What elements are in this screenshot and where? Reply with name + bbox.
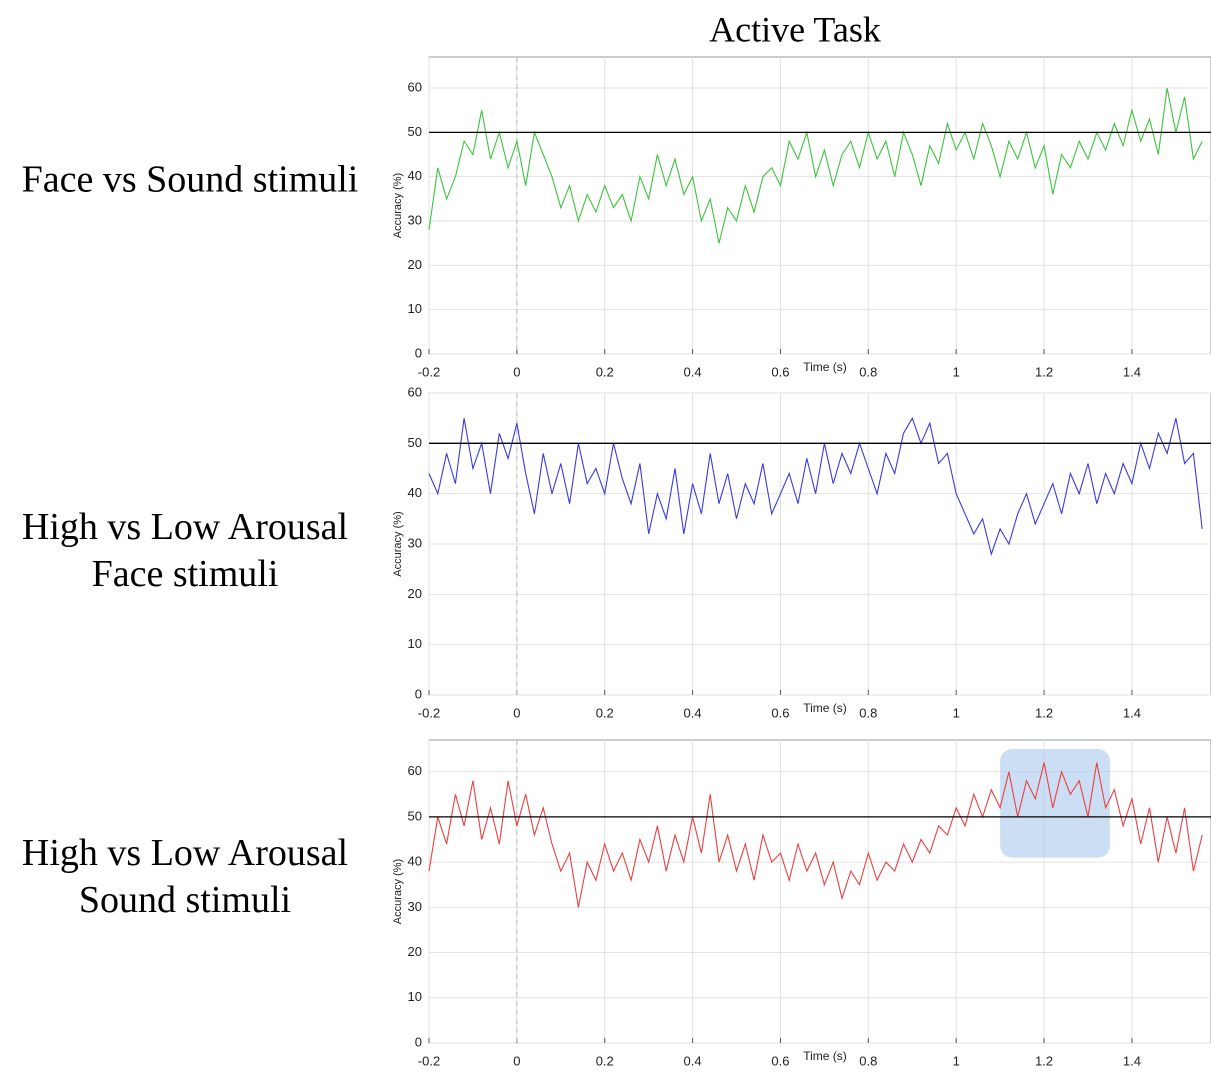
y-tick-label: 20: [408, 944, 422, 959]
x-tick-label: -0.2: [418, 364, 440, 379]
x-tick-label: 0: [513, 705, 520, 720]
data-line: [428, 416, 1203, 557]
y-tick-label: 20: [408, 257, 422, 272]
x-tick-label: 1: [953, 705, 960, 720]
row-label: Sound stimuli: [79, 879, 291, 921]
y-axis-label: Accuracy (%): [392, 859, 404, 924]
y-tick-label: 10: [408, 301, 422, 316]
x-tick-label: 1.2: [1035, 705, 1053, 720]
x-tick-label: 0.6: [771, 364, 789, 379]
x-tick-label: 1.4: [1123, 364, 1141, 379]
y-tick-label: 10: [408, 989, 422, 1004]
x-tick-label: -0.2: [418, 705, 440, 720]
row-label: High vs Low Arousal: [22, 506, 348, 548]
y-tick-label: 0: [415, 345, 422, 360]
x-tick-label: 0.6: [771, 705, 789, 720]
panel: 0 10 20 30 40 50 60 -0.2 0 0.2 0.4 0.6 0.8 1 1.2 1.4 Tim…: [22, 739, 1211, 1068]
y-tick-label: 10: [408, 636, 422, 651]
x-axis-label: Time (s): [803, 360, 847, 374]
y-tick-label: 40: [408, 485, 422, 500]
x-tick-label: 0.4: [684, 1053, 702, 1068]
x-axis-label: Time (s): [803, 1049, 847, 1063]
row-label: Face vs Sound stimuli: [22, 159, 359, 201]
x-tick-label: 1: [953, 364, 960, 379]
y-tick-label: 50: [408, 435, 422, 450]
y-axis-label: Accuracy (%): [392, 511, 404, 576]
plot-area: [428, 56, 1211, 355]
y-tick-label: 60: [408, 763, 422, 778]
row-label: Face stimuli: [92, 553, 279, 595]
y-tick-label: 0: [415, 1034, 422, 1049]
y-tick-label: 50: [408, 124, 422, 139]
x-tick-label: 0.8: [859, 1053, 877, 1068]
x-axis-label: Time (s): [803, 701, 847, 715]
data-line: [428, 762, 1203, 908]
x-tick-label: 1.2: [1035, 364, 1053, 379]
x-tick-label: 0.6: [771, 1053, 789, 1068]
x-tick-label: -0.2: [418, 1053, 440, 1068]
y-tick-label: 40: [408, 854, 422, 869]
y-tick-label: 40: [408, 168, 422, 183]
panel: 0 10 20 30 40 50 60 -0.2 0 0.2 0.4 0.6 0.8 1 1.2 1.4 Tim…: [22, 384, 1211, 720]
x-tick-label: 1.2: [1035, 1053, 1053, 1068]
x-tick-label: 1: [953, 1053, 960, 1068]
x-tick-label: 0.8: [859, 705, 877, 720]
y-axis-label: Accuracy (%): [392, 173, 404, 238]
x-tick-label: 0.2: [596, 364, 614, 379]
x-tick-label: 0: [513, 364, 520, 379]
x-tick-label: 0.4: [684, 705, 702, 720]
x-tick-label: 1.4: [1123, 1053, 1141, 1068]
data-line: [428, 87, 1203, 244]
y-tick-label: 0: [415, 686, 422, 701]
y-tick-label: 50: [408, 808, 422, 823]
x-tick-label: 0.4: [684, 364, 702, 379]
y-tick-label: 30: [408, 535, 422, 550]
x-tick-label: 0: [513, 1053, 520, 1068]
figure-title: Active Task: [709, 9, 881, 49]
x-tick-label: 0.2: [596, 1053, 614, 1068]
y-tick-label: 30: [408, 212, 422, 227]
y-tick-label: 20: [408, 586, 422, 601]
y-tick-label: 60: [408, 79, 422, 94]
x-tick-label: 1.4: [1123, 705, 1141, 720]
x-tick-label: 0.8: [859, 364, 877, 379]
y-tick-label: 60: [408, 384, 422, 399]
x-tick-label: 0.2: [596, 705, 614, 720]
panel: 0 10 20 30 40 50 60 -0.2 0 0.2 0.4 0.6 0.8 1 1.2 1.4 Tim…: [22, 56, 1211, 379]
y-tick-label: 30: [408, 899, 422, 914]
highlight: [1000, 749, 1110, 858]
row-label: High vs Low Arousal: [22, 832, 348, 874]
